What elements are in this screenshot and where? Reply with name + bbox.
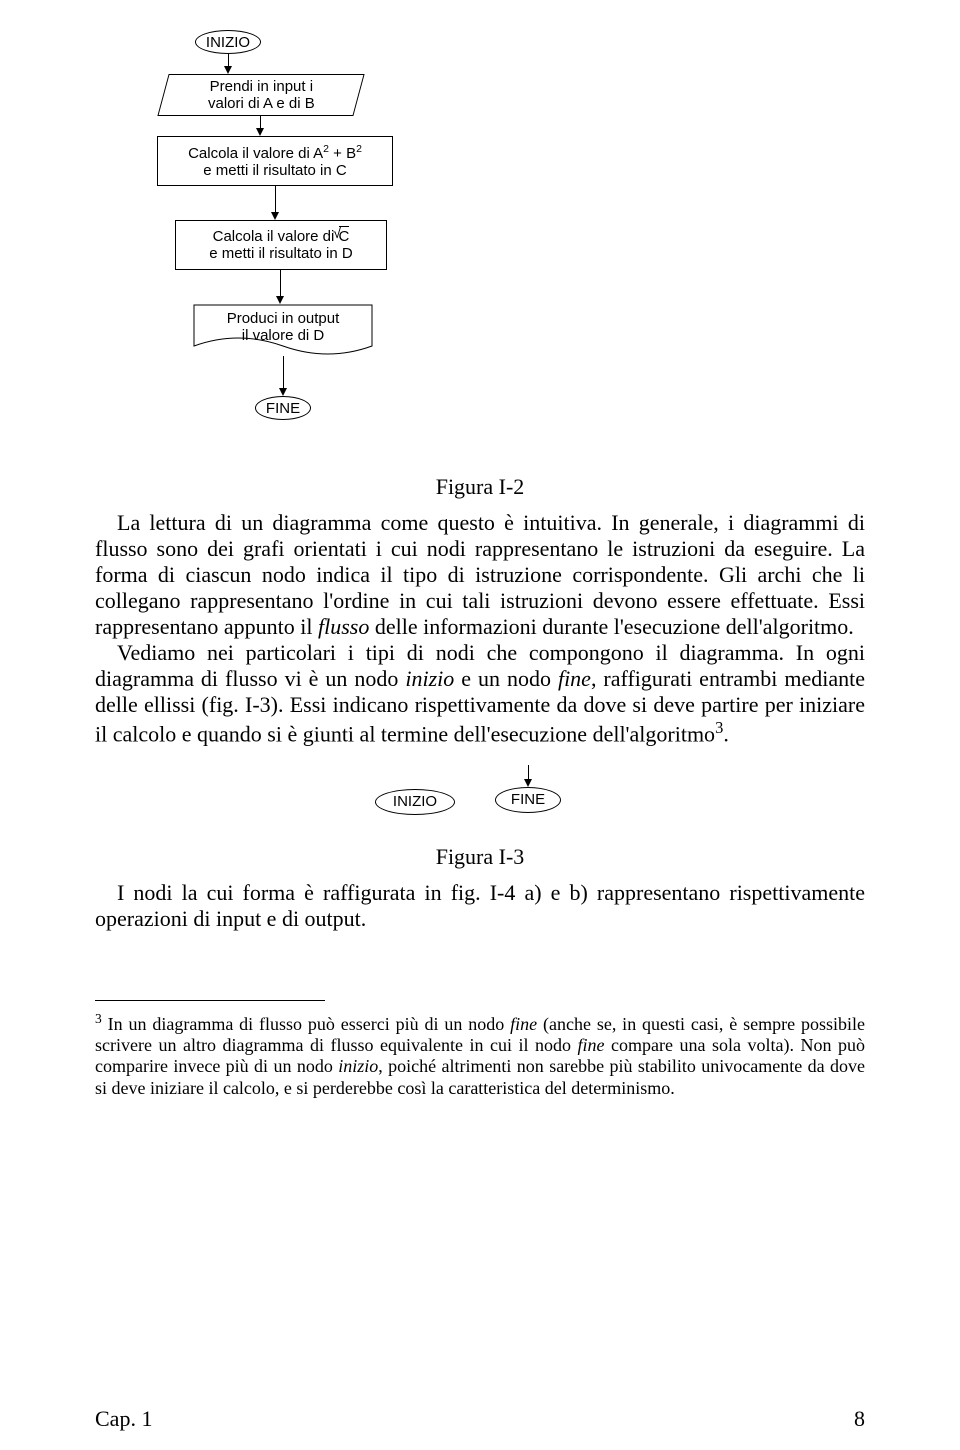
flowchart-process-2-line2: e metti il risultato in D (209, 245, 352, 262)
flowchart-small: INIZIO FINE (350, 765, 610, 830)
flowchart-input-label: Prendi in input ivalori di A e di B (208, 78, 315, 112)
arrow-head-icon (279, 388, 287, 396)
flowchart-start: INIZIO (195, 30, 261, 54)
flowchart-end: FINE (255, 396, 311, 420)
flowchart-small-end: FINE (495, 787, 561, 813)
footnote: 3 In un diagramma di flusso può esserci … (95, 1011, 865, 1099)
flowchart-output: Produci in output il valore di D (193, 304, 373, 356)
flowchart-process-1: Calcola il valore di A2 + B2 e metti il … (157, 136, 393, 186)
paragraph-3-wrap: I nodi la cui forma è raffigurata in fig… (95, 880, 865, 932)
arrow-head-icon (524, 779, 532, 787)
footnote-separator (95, 1000, 325, 1001)
sqrt-icon: √ (333, 225, 341, 242)
flowchart-process-2: Calcola il valore di C e metti il risult… (175, 220, 387, 270)
arrow-head-icon (224, 66, 232, 74)
footer-chapter: Cap. 1 (95, 1406, 152, 1432)
figure-caption-2: Figura I-3 (95, 844, 865, 870)
flowchart-input: Prendi in input ivalori di A e di B (157, 74, 364, 116)
paragraph-1: La lettura di un diagramma come questo è… (95, 510, 865, 640)
figure-caption-1: Figura I-2 (95, 474, 865, 500)
footer: Cap. 1 8 (95, 1406, 865, 1432)
footer-page: 8 (854, 1406, 865, 1432)
arrow (275, 186, 276, 214)
arrow-head-icon (271, 212, 279, 220)
arrow (283, 356, 284, 390)
flowchart-small-start: INIZIO (375, 789, 455, 815)
paragraph-2: Vediamo nei particolari i tipi di nodi c… (95, 640, 865, 747)
body-text: La lettura di un diagramma come questo è… (95, 510, 865, 747)
arrow-head-icon (256, 128, 264, 136)
flowchart-process-1-line2: e metti il risultato in C (203, 162, 346, 179)
flowchart-process-2-line1: Calcola il valore di C (213, 228, 350, 245)
flowchart-process-1-line1: Calcola il valore di A2 + B2 (188, 143, 362, 162)
flowchart-main: INIZIO Prendi in input ivalori di A e di… (145, 30, 435, 460)
arrow-head-icon (276, 296, 284, 304)
arrow (280, 270, 281, 298)
paragraph-3: I nodi la cui forma è raffigurata in fig… (95, 880, 865, 932)
flowchart-output-label: Produci in output il valore di D (193, 304, 373, 344)
